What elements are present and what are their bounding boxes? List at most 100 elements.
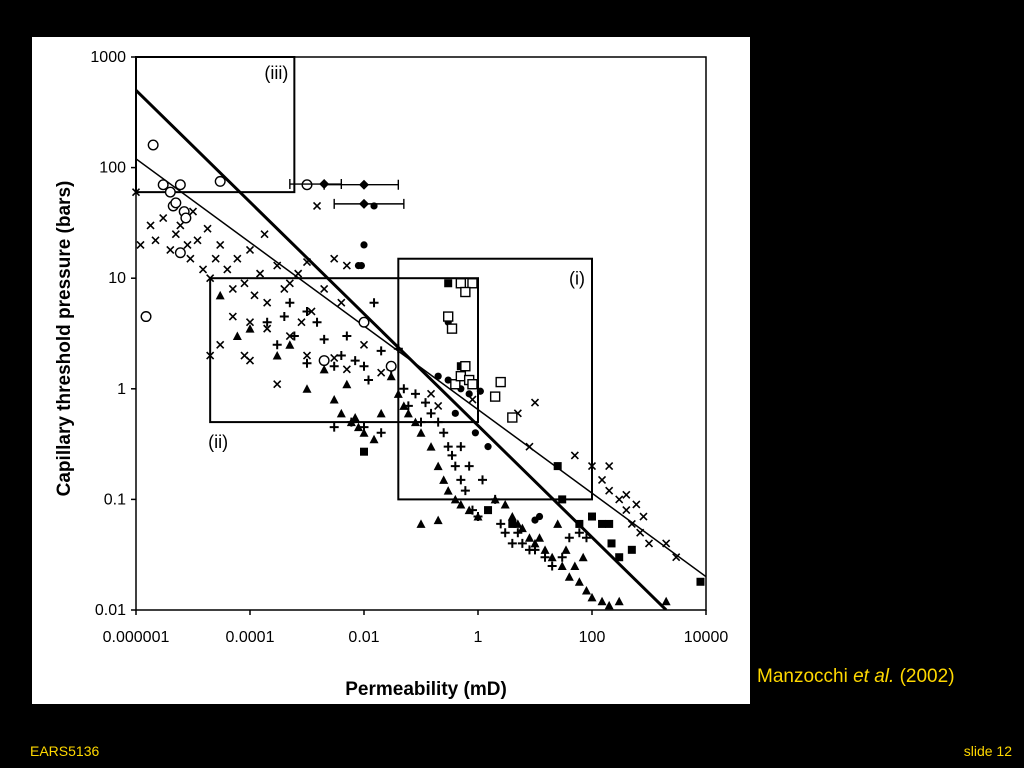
data-point-cross [672,553,681,562]
data-point-triangle [530,538,540,548]
data-point-plus [496,519,506,529]
footer-slide-number: slide 12 [963,743,1012,759]
data-point-cross [166,245,175,255]
data-point-cross [605,462,614,471]
data-point-cross [530,398,540,407]
data-point-triangle [439,475,449,484]
data-point-cross [186,254,195,263]
data-point-cross [206,274,215,283]
data-point-triangle [245,324,255,333]
data-point-triangle [661,596,671,606]
data-point-cross [662,539,671,548]
x-tick-label: 0.000001 [103,629,170,646]
data-point-open-square [507,412,518,423]
data-point-cross [188,207,198,216]
data-point-triangle [342,379,352,389]
data-point-triangle [578,552,588,562]
data-point-open-square [495,376,506,388]
citation-author: Manzocchi [757,666,848,687]
data-point-triangle [587,592,597,602]
data-point-filled-square [444,279,453,288]
data-point-filled-square [553,462,562,471]
data-point-triangle [393,389,403,398]
data-point-plus [336,351,346,361]
data-point-cross [377,368,386,377]
data-point-filled-square [605,519,614,528]
data-point-plus [393,344,403,354]
data-point-cross [198,265,208,274]
data-point-triangle [410,417,420,427]
data-point-cross [302,257,312,267]
data-point-cross [159,213,168,223]
data-point-cross [337,298,346,307]
data-point-cross [183,240,192,249]
data-point-triangle [353,422,363,432]
data-point-triangle [416,519,426,528]
data-point-triangle [564,572,574,581]
data-point-plus [369,298,379,308]
data-point-open-circle [174,179,186,191]
data-point-cross [627,519,636,529]
data-point-cross [273,380,282,389]
data-point-open-square [446,323,458,334]
citation-year: (2002) [899,666,955,687]
data-point-cross [426,389,436,398]
data-point-open-circle [358,316,370,328]
data-point-filled-square [598,519,607,528]
data-point-plus [302,306,312,316]
data-point-cross [136,240,145,249]
data-point-cross [330,254,339,263]
data-point-filled-circle [484,443,492,451]
data-point-triangle [524,533,534,542]
fit-line-thick [136,89,668,610]
data-point-cross [228,312,237,321]
plot-frame [135,56,707,611]
data-point-cross [273,261,282,270]
data-point-open-square [467,278,478,289]
data-point-open-square [460,286,471,298]
data-point-cross [255,269,265,278]
data-point-triangle [386,371,396,381]
data-point-cross [240,279,249,288]
data-point-cross [216,240,225,249]
data-point-filled-square [484,506,493,515]
data-point-open-circle [164,186,176,198]
data-point-triangle [604,600,614,610]
x-axis-label: Permeability (mD) [345,679,507,700]
data-point-plus [399,384,409,394]
data-point-cross [525,442,534,451]
region-label: (iii) [264,63,288,83]
data-point-diamond [359,179,369,190]
data-point-open-circle [140,311,152,323]
data-point-plus [439,428,449,438]
data-point-cross [622,506,631,515]
data-point-triangle [557,561,567,570]
data-point-cross [285,331,294,341]
data-point-cross [330,353,339,363]
data-point-triangle [570,561,580,570]
data-point-plus [564,533,574,543]
y-tick-label: 10 [108,270,126,287]
x-tick-label: 100 [579,629,606,646]
data-point-plus [376,428,386,438]
data-point-cross [211,254,220,263]
data-point-open-square [489,391,501,402]
data-point-cross [312,201,322,211]
figure-panel: (i) (ii) (iii) 0.000001 0.0001 0.01 1 100 10000… [32,37,750,704]
data-point-cross [216,340,225,349]
data-point-plus [416,417,426,427]
footer-course-code: EARS5136 [30,743,100,759]
data-point-triangle [215,290,225,300]
data-point-cross [240,351,249,360]
data-point-cross [263,324,272,333]
data-point-open-circle [174,247,186,259]
region-label: (ii) [208,432,228,452]
data-point-triangle [540,545,550,554]
data-point-open-square [455,278,467,289]
data-point-plus [272,340,282,350]
data-point-triangle [517,523,527,533]
data-point-cross [285,279,294,288]
region-box [209,277,479,424]
data-point-triangle [232,331,242,341]
data-point-plus [547,561,557,571]
